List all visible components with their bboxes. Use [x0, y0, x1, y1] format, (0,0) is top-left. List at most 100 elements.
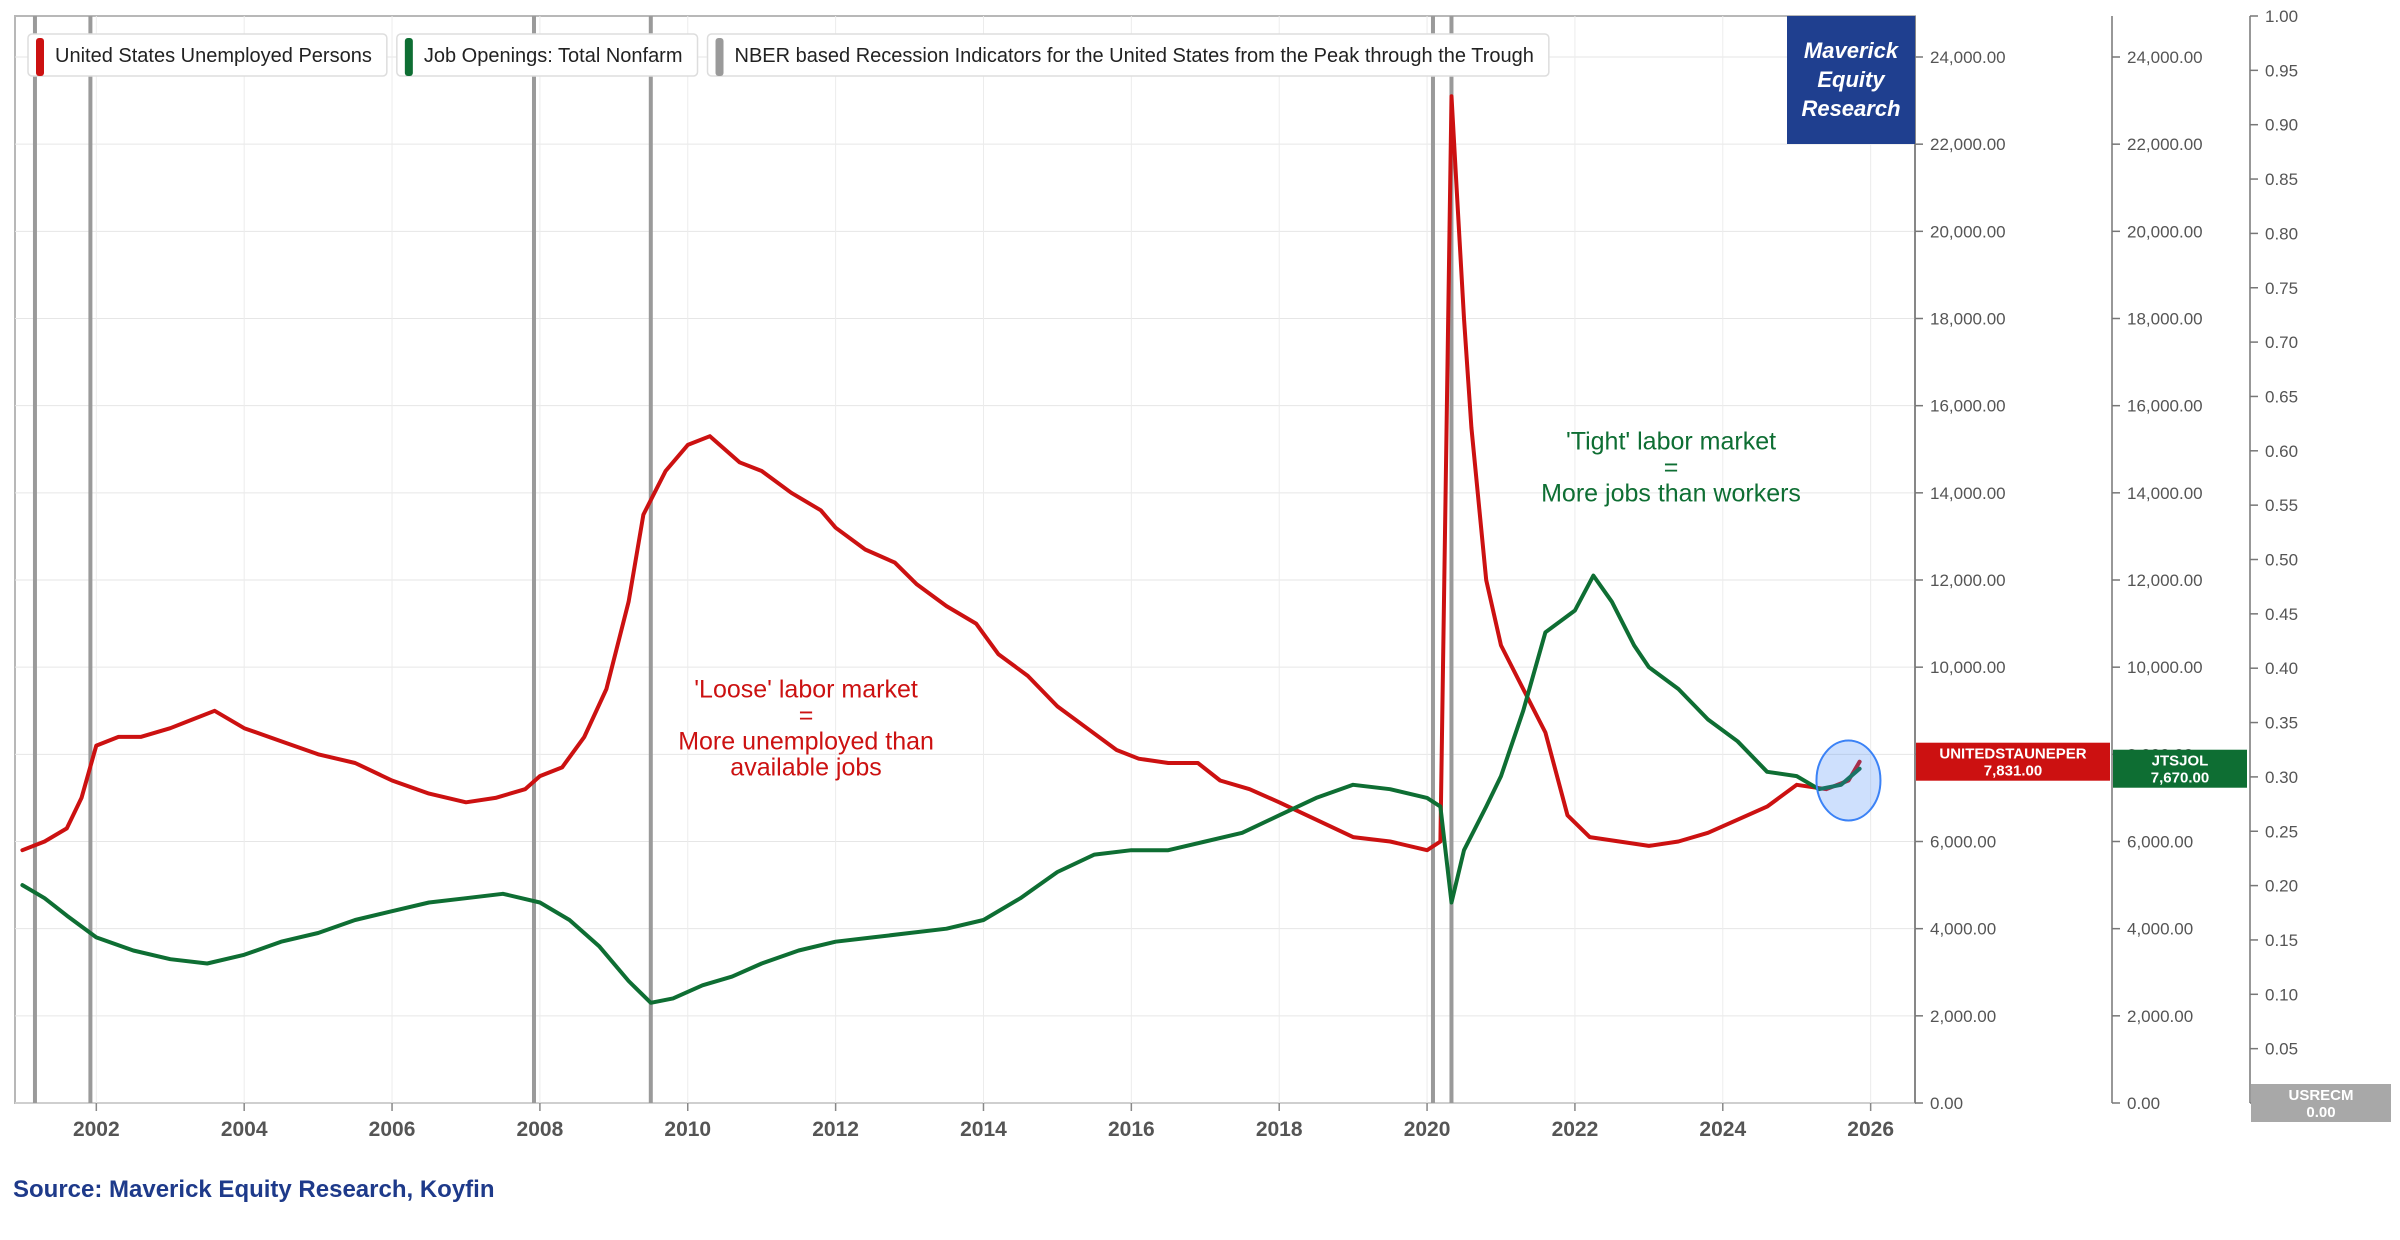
end-label-value: 7,831.00 [1984, 763, 2042, 780]
x-tick-label: 2016 [1108, 1118, 1155, 1141]
x-axis: 2002 2004 2006 2008 2010 2012 2014 2016 2018 2020… [73, 1103, 1894, 1141]
annotation-0-line: = [799, 702, 814, 730]
y-tick-label: 0.95 [2265, 61, 2298, 80]
logo-box [1787, 16, 1915, 144]
logo-text: Equity [1817, 67, 1886, 92]
y-tick-label: 0.45 [2265, 605, 2298, 624]
x-tick-label: 2020 [1404, 1118, 1451, 1141]
y-tick-label: 0.10 [2265, 985, 2298, 1004]
highlight-ellipse [1815, 739, 1882, 822]
highlight-circle [1815, 739, 1882, 822]
x-tick-label: 2022 [1552, 1118, 1599, 1141]
x-tick-label: 2006 [369, 1118, 416, 1141]
annotation-1-line: More jobs than workers [1541, 479, 1801, 507]
y-tick-label: 0.50 [2265, 551, 2298, 570]
y-tick-label: 4,000.00 [2127, 920, 2193, 939]
plot-area [14, 15, 1916, 1104]
y-tick-label: 12,000.00 [2127, 571, 2203, 590]
y-tick-label: 24,000.00 [1930, 48, 2006, 67]
x-tick-label: 2010 [664, 1118, 711, 1141]
y-tick-label: 0.25 [2265, 822, 2298, 841]
y-tick-label: 14,000.00 [2127, 484, 2203, 503]
y-tick-label: 24,000.00 [2127, 48, 2203, 67]
x-tick-label: 2012 [812, 1118, 859, 1141]
x-tick-label: 2018 [1256, 1118, 1303, 1141]
end-label-name: USRECM [2288, 1087, 2353, 1104]
y-tick-label: 0.90 [2265, 116, 2298, 135]
x-tick-label: 2024 [1699, 1118, 1746, 1141]
end-label-name: UNITEDSTAUNEPER [1939, 746, 2086, 763]
y-tick-label: 18,000.00 [1930, 310, 2006, 329]
end-label-box-JTSJOL [2113, 749, 2247, 788]
y-tick-label: 1.00 [2265, 7, 2298, 26]
y-tick-label: 16,000.00 [1930, 397, 2006, 416]
y-tick-label: 0.30 [2265, 768, 2298, 787]
legend-item [706, 33, 1550, 77]
annotation-0-line: available jobs [730, 754, 882, 782]
legend-label: United States Unemployed Persons [55, 45, 372, 67]
annotation-0-line: More unemployed than [678, 728, 934, 756]
y-tick-label: 22,000.00 [1930, 135, 2006, 154]
y-tick-label: 20,000.00 [2127, 222, 2203, 241]
end-label-value: 0.00 [2306, 1104, 2335, 1121]
y-tick-label: 0.00 [2127, 1094, 2160, 1113]
y-tick-label: 20,000.00 [1930, 222, 2006, 241]
y-tick-label: 0.65 [2265, 387, 2298, 406]
series-line-job-openings [20, 573, 1862, 1005]
y-tick-label: 18,000.00 [2127, 310, 2203, 329]
recession-bands [32, 16, 1454, 1103]
annotation-1-line: 'Tight' labor market [1566, 427, 1776, 455]
x-tick-label: 2014 [960, 1118, 1007, 1141]
y-tick-label: 2,000.00 [2127, 1007, 2193, 1026]
y-axes: 24,000.00 22,000.00 20,000.00 18,000.00 16,0… [1914, 7, 2298, 1113]
y-tick-label: 22,000.00 [2127, 135, 2203, 154]
legend-swatch [36, 38, 44, 76]
y-tick-label: 14,000.00 [1930, 484, 2006, 503]
series-lines [20, 94, 1862, 1005]
logo-text: Maverick [1804, 38, 1900, 63]
x-tick-label: 2002 [73, 1118, 120, 1141]
logo: Maverick Equity Research [1787, 16, 1915, 144]
legend-swatch [404, 38, 413, 76]
y-tick-label: 4,000.00 [1930, 920, 1996, 939]
x-tick-label: 2004 [221, 1118, 268, 1141]
y-tick-label: 0.00 [1930, 1094, 1963, 1113]
y-tick-label: 0.40 [2265, 659, 2298, 678]
end-label-value: 7,670.00 [2151, 770, 2209, 787]
annotation-0-line: 'Loose' labor market [694, 676, 918, 704]
legend-item [396, 33, 699, 77]
x-tick-label: 2026 [1847, 1118, 1894, 1141]
y-tick-label: 10,000.00 [2127, 658, 2203, 677]
y-tick-label: 0.85 [2265, 170, 2298, 189]
legend-item [27, 33, 388, 77]
y-tick-label: 0.15 [2265, 931, 2298, 950]
y-tick-label: 0.80 [2265, 224, 2298, 243]
y-tick-label: 16,000.00 [2127, 397, 2203, 416]
legend: United States Unemployed Persons Job Open… [27, 33, 1550, 77]
y-tick-label: 10,000.00 [1930, 658, 2006, 677]
y-tick-label: 6,000.00 [2127, 833, 2193, 852]
legend-swatch [715, 38, 724, 76]
annotation-1-line: = [1664, 453, 1679, 481]
end-label-box-USRECM [2251, 1084, 2391, 1122]
y-tick-label: 0.70 [2265, 333, 2298, 352]
y-tick-label: 12,000.00 [1930, 571, 2006, 590]
end-label-name: JTSJOL [2152, 753, 2209, 770]
end-label-box-UNITEDSTAUNEPER [1916, 742, 2110, 781]
y-tick-label: 0.60 [2265, 442, 2298, 461]
x-tick-label: 2008 [517, 1118, 564, 1141]
y-tick-label: 0.35 [2265, 714, 2298, 733]
series-line-unemployed [20, 94, 1862, 853]
y-tick-label: 0.05 [2265, 1040, 2298, 1059]
annotations: 'Loose' labor market=More unemployed tha… [678, 427, 1801, 781]
source-text: Source: Maverick Equity Research, Koyfin [13, 1176, 495, 1203]
y-tick-label: 6,000.00 [1930, 833, 1996, 852]
y-tick-label: 0.75 [2265, 279, 2298, 298]
legend-label: NBER based Recession Indicators for the … [735, 45, 1534, 67]
y-tick-label: 2,000.00 [1930, 1007, 1996, 1026]
y-tick-label: 0.20 [2265, 877, 2298, 896]
legend-label: Job Openings: Total Nonfarm [424, 45, 683, 67]
y-tick-label: 0.55 [2265, 496, 2298, 515]
